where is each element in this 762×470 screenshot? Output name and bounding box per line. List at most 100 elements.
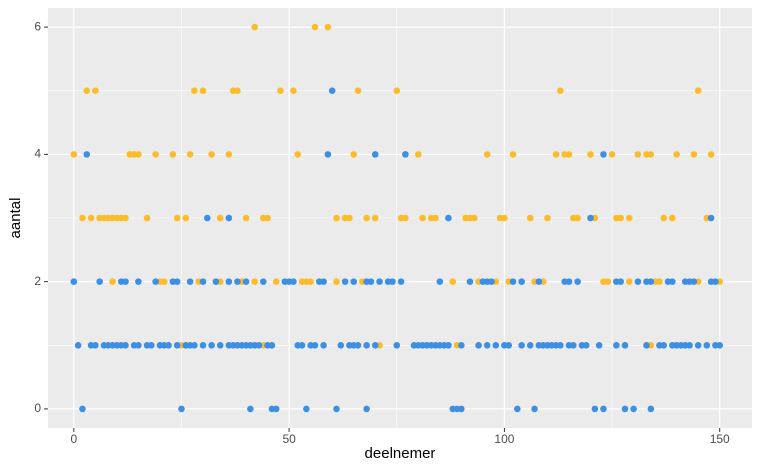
point <box>242 214 250 222</box>
point <box>613 341 620 349</box>
point <box>492 341 500 349</box>
point <box>199 341 207 349</box>
point <box>186 278 194 285</box>
point <box>570 341 577 349</box>
point <box>660 341 668 349</box>
y-axis-title: aantal <box>7 198 24 239</box>
point <box>178 405 185 413</box>
point <box>199 87 207 95</box>
point <box>402 151 409 158</box>
point <box>531 405 538 413</box>
point <box>234 87 241 95</box>
point <box>621 341 629 349</box>
point <box>445 214 452 222</box>
point <box>574 278 581 285</box>
point <box>518 278 525 285</box>
point <box>466 278 474 285</box>
point <box>643 341 650 349</box>
point <box>475 341 482 349</box>
point <box>333 278 340 285</box>
point <box>414 151 422 158</box>
point <box>264 214 271 222</box>
point <box>669 214 676 222</box>
point <box>470 214 478 222</box>
point <box>376 278 383 285</box>
point <box>625 278 633 285</box>
point <box>173 214 181 222</box>
point <box>505 341 513 349</box>
point <box>389 278 396 285</box>
point <box>565 278 573 285</box>
point <box>608 151 616 158</box>
point <box>634 278 642 285</box>
point <box>393 341 401 349</box>
point <box>501 214 508 222</box>
x-tick-label: 50 <box>282 432 296 446</box>
point <box>660 214 668 222</box>
y-tick-label: 6 <box>34 19 41 33</box>
point <box>135 341 142 349</box>
point <box>458 341 465 349</box>
point <box>371 151 379 158</box>
point <box>350 151 358 158</box>
point <box>574 214 581 222</box>
point <box>371 341 379 349</box>
point <box>402 214 409 222</box>
point <box>247 405 254 413</box>
point <box>208 151 215 158</box>
point <box>259 278 267 285</box>
point <box>272 405 280 413</box>
point <box>328 87 336 95</box>
point <box>268 341 276 349</box>
point <box>324 151 332 158</box>
point <box>152 151 159 158</box>
point <box>70 278 78 285</box>
point <box>341 278 349 285</box>
point <box>647 151 655 158</box>
point <box>595 341 603 349</box>
point <box>173 341 181 349</box>
point <box>621 405 629 413</box>
point <box>122 341 129 349</box>
point <box>419 214 426 222</box>
point <box>669 278 676 285</box>
point <box>79 405 86 413</box>
x-axis-title: deelnemer <box>365 445 436 462</box>
point <box>122 278 129 285</box>
point <box>707 151 715 158</box>
point <box>333 405 340 413</box>
point <box>109 278 116 285</box>
point <box>148 341 155 349</box>
point <box>544 214 551 222</box>
point <box>251 278 258 285</box>
point <box>242 278 250 285</box>
point <box>703 341 711 349</box>
point <box>165 341 172 349</box>
point <box>526 341 534 349</box>
point <box>272 278 280 285</box>
point <box>307 278 314 285</box>
point <box>617 278 624 285</box>
point <box>483 151 491 158</box>
point <box>707 214 715 222</box>
point <box>74 341 82 349</box>
point <box>694 341 702 349</box>
point <box>303 405 310 413</box>
point <box>87 214 95 222</box>
point <box>79 214 86 222</box>
point <box>225 151 233 158</box>
point <box>199 278 207 285</box>
point <box>432 214 439 222</box>
point <box>509 278 517 285</box>
point <box>393 87 401 95</box>
point <box>630 405 637 413</box>
y-tick-label: 0 <box>34 401 41 415</box>
point <box>216 341 224 349</box>
point <box>225 278 233 285</box>
point <box>182 214 190 222</box>
point <box>204 214 211 222</box>
point <box>122 214 129 222</box>
point <box>535 278 543 285</box>
point <box>600 405 607 413</box>
